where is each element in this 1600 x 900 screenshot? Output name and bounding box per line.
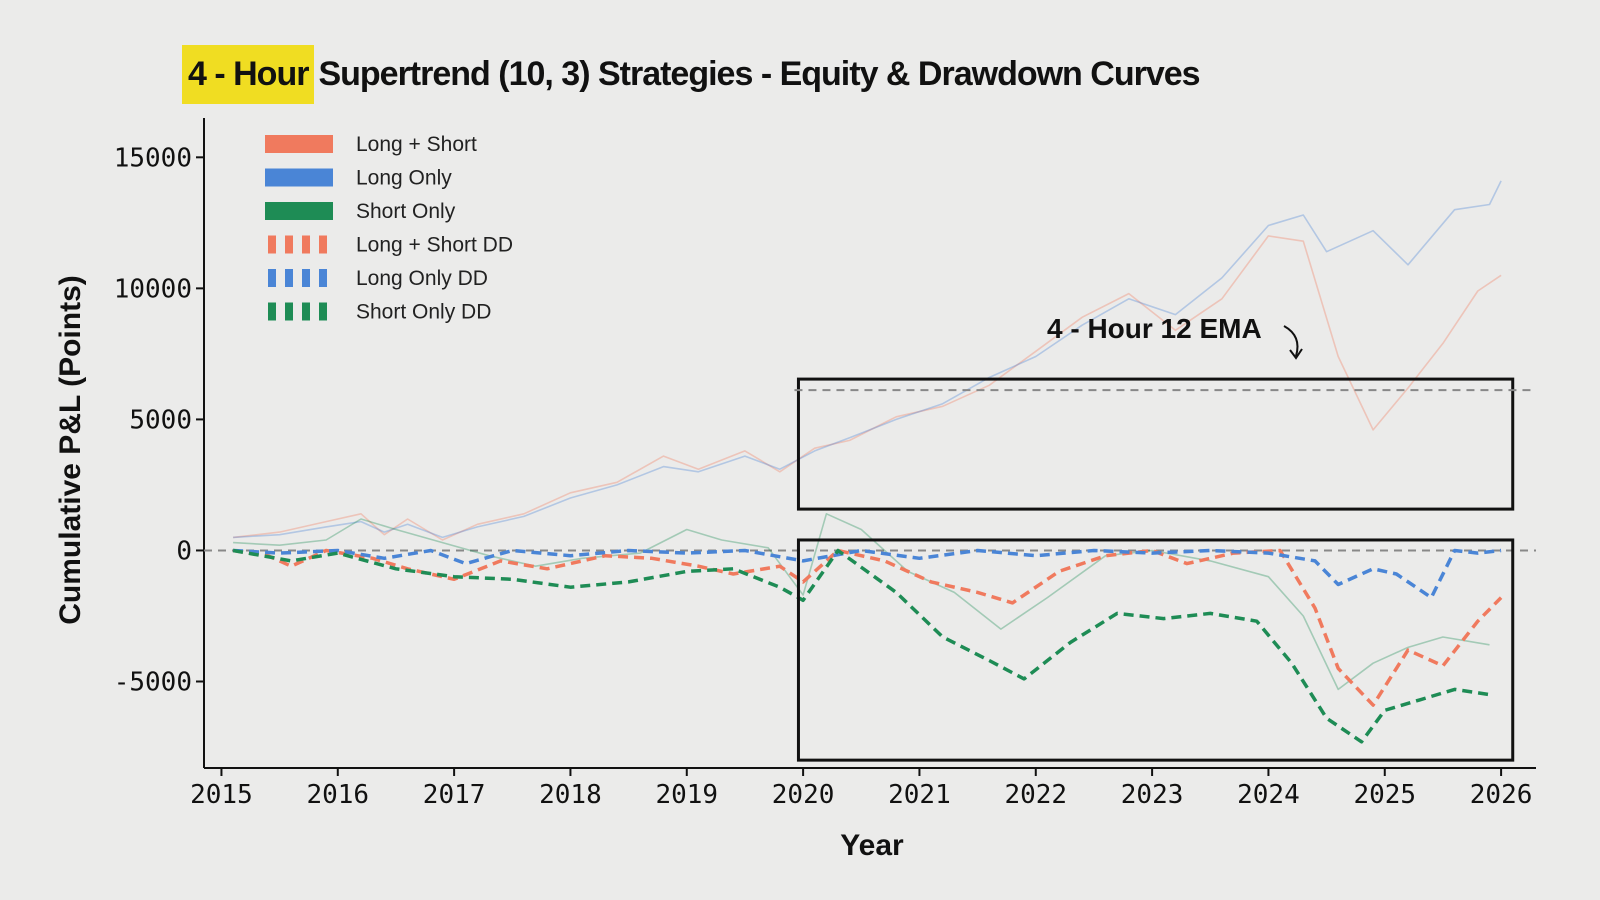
y-tick-label: 5000 bbox=[129, 405, 192, 435]
x-tick-label: 2025 bbox=[1353, 780, 1416, 810]
legend-label-short-only: Short Only bbox=[356, 200, 456, 223]
x-tick-label: 2021 bbox=[888, 780, 951, 810]
series-line-long-short bbox=[233, 235, 1502, 541]
x-tick-label: 2026 bbox=[1470, 780, 1533, 810]
x-tick-label: 2016 bbox=[306, 780, 369, 810]
legend-label-long-short-dd: Long + Short DD bbox=[356, 234, 513, 257]
x-tick-label: 2022 bbox=[1004, 780, 1067, 810]
legend-label-short-only-dd: Short Only DD bbox=[356, 301, 491, 324]
legend-swatch-long-short bbox=[265, 135, 333, 153]
x-axis-label: Year bbox=[840, 829, 904, 862]
y-tick-label: 15000 bbox=[114, 143, 192, 173]
x-tick-label: 2024 bbox=[1237, 780, 1300, 810]
x-tick-label: 2018 bbox=[539, 780, 602, 810]
axes: 15000 10000 5000 0 -5000 2015 2016 2017 2018 2019… bbox=[114, 118, 1536, 810]
drawdown-highlight-box bbox=[796, 538, 1515, 762]
annotation-label: 4 - Hour 12 EMA bbox=[1047, 313, 1262, 344]
annotation-arrow bbox=[1283, 325, 1299, 357]
ema-annotation: 4 - Hour 12 EMA bbox=[794, 313, 1533, 762]
x-tick-label: 2015 bbox=[190, 780, 253, 810]
legend-swatch-short-only bbox=[265, 202, 333, 220]
chart-title: 4 - Hour Supertrend (10, 3) Strategies -… bbox=[182, 42, 1201, 106]
x-tick-label: 2017 bbox=[423, 780, 486, 810]
series-line-long-only-dd bbox=[233, 548, 1502, 600]
x-tick-label: 2020 bbox=[772, 780, 835, 810]
annotation-arrow-head bbox=[1289, 348, 1303, 360]
legend-label-long-only-dd: Long Only DD bbox=[356, 267, 488, 290]
series-line-short-only bbox=[233, 512, 1490, 691]
series-line-long-only bbox=[233, 180, 1502, 539]
y-tick-label: 10000 bbox=[114, 274, 192, 304]
legend-swatch-long-only bbox=[265, 168, 333, 187]
series-line-short-only-dd bbox=[232, 548, 1490, 744]
legend-label-long-short: Long + Short bbox=[356, 133, 477, 156]
legend-label-long-only: Long Only bbox=[356, 167, 452, 190]
legend: Long + Short Long Only Short Only Long + Sh… bbox=[265, 133, 513, 324]
title-highlight: 4 - Hour bbox=[182, 44, 315, 104]
x-tick-label: 2019 bbox=[655, 780, 718, 810]
title-text: Supertrend (10, 3) Strategies - Equity &… bbox=[318, 54, 1200, 93]
series-lines bbox=[232, 180, 1503, 744]
y-tick-label: -5000 bbox=[114, 668, 192, 698]
y-tick-label: 0 bbox=[176, 536, 192, 566]
x-tick-label: 2023 bbox=[1121, 780, 1184, 810]
equity-highlight-box bbox=[796, 377, 1515, 511]
y-axis-label: Cumulative P&L (Points) bbox=[54, 275, 87, 624]
